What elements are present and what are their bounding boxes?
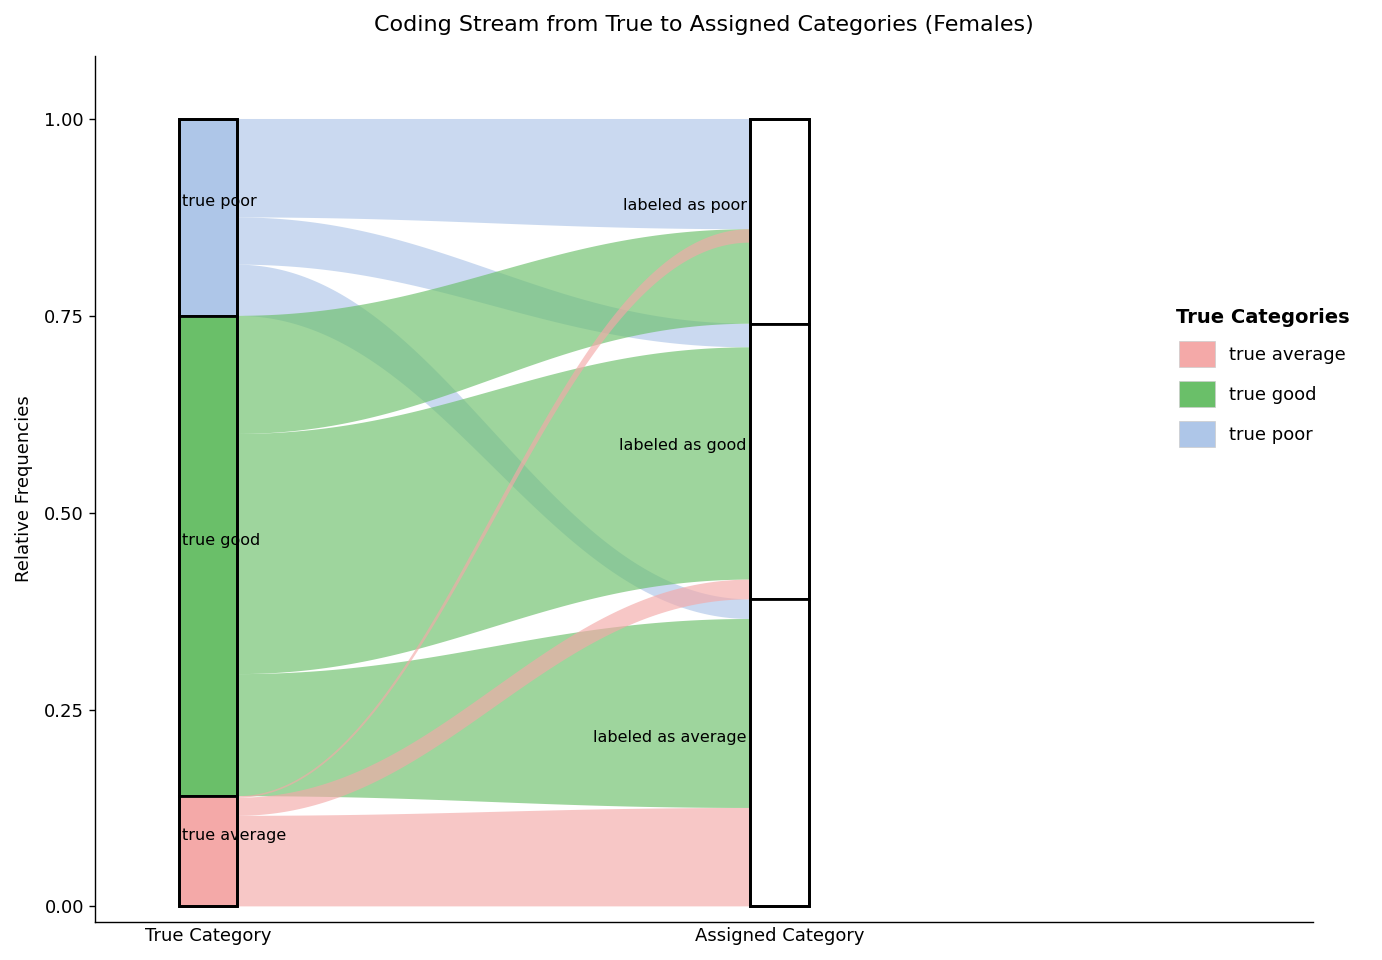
Text: labeled as good: labeled as good <box>619 439 746 453</box>
Y-axis label: Relative Frequencies: Relative Frequencies <box>15 396 33 583</box>
Bar <box>750 324 808 599</box>
Title: Coding Stream from True to Assigned Categories (Females): Coding Stream from True to Assigned Cate… <box>373 15 1034 35</box>
Polygon shape <box>238 580 750 816</box>
Bar <box>750 599 808 906</box>
Polygon shape <box>238 808 750 906</box>
Text: true average: true average <box>182 828 286 843</box>
Polygon shape <box>238 619 750 808</box>
Bar <box>178 796 238 906</box>
Bar <box>178 316 238 796</box>
Polygon shape <box>238 348 750 674</box>
Text: true good: true good <box>182 533 260 548</box>
Bar <box>750 119 808 906</box>
Text: true poor: true poor <box>182 194 257 209</box>
Polygon shape <box>238 229 750 434</box>
Text: labeled as poor: labeled as poor <box>622 198 746 213</box>
Bar <box>178 119 238 906</box>
Polygon shape <box>238 119 750 229</box>
Text: labeled as average: labeled as average <box>593 730 746 745</box>
Bar <box>750 119 808 324</box>
Bar <box>178 119 238 316</box>
Polygon shape <box>238 265 750 619</box>
Polygon shape <box>238 229 750 798</box>
Polygon shape <box>238 217 750 348</box>
Legend: true average, true good, true poor: true average, true good, true poor <box>1176 307 1349 446</box>
